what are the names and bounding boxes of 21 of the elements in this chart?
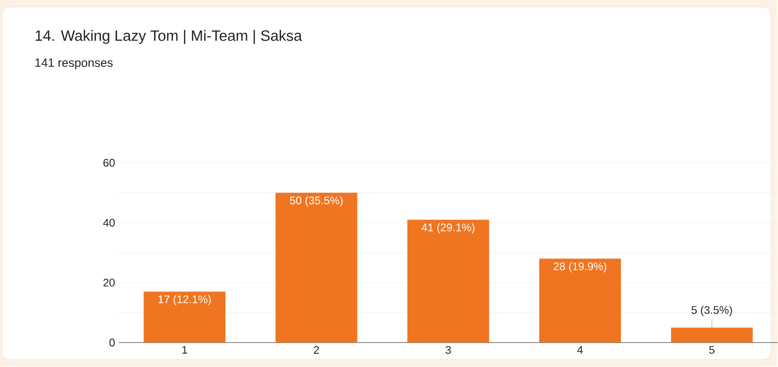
y-tick-label: 0 <box>109 338 115 347</box>
y-tick-label: 40 <box>103 219 115 227</box>
data-label: 17 (12.1%) <box>158 295 211 306</box>
bar <box>276 192 358 343</box>
data-label: 41 (29.1%) <box>422 223 474 234</box>
bar <box>539 258 621 343</box>
data-label: 50 (35.5%) <box>290 196 343 207</box>
data-label: 5 (3.5%) <box>692 306 732 316</box>
x-tick-label: 2 <box>314 346 319 354</box>
x-tick-label: 3 <box>446 346 451 354</box>
data-label: 28 (19.9%) <box>554 262 606 273</box>
x-tick-label: 1 <box>182 346 188 354</box>
bar <box>407 220 490 343</box>
x-tick-label: 4 <box>577 346 583 354</box>
y-tick-label: 20 <box>103 278 115 287</box>
bar <box>671 328 753 343</box>
bar <box>144 292 226 343</box>
y-tick-label: 60 <box>103 159 115 167</box>
chart-subtitle: 141 responses <box>35 58 113 70</box>
chart-title: 14. Waking Lazy Tom | Mi-Team | Saksa <box>36 30 302 44</box>
x-tick-label: 5 <box>709 346 714 354</box>
